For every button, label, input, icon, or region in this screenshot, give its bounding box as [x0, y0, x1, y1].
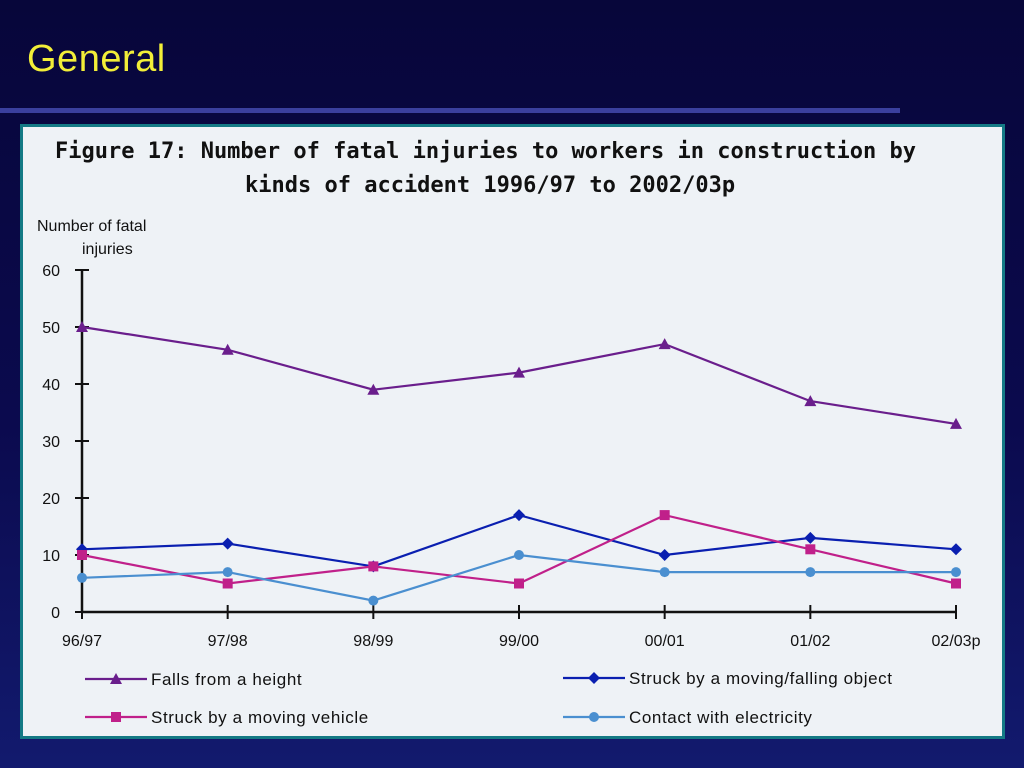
legend-label: Falls from a height [151, 670, 302, 689]
legend-item-2: Struck by a moving vehicle [85, 708, 369, 727]
axes: 0 10 20 30 40 50 60 96/97 97/98 98/99 99/00 00/01 01… [42, 263, 980, 650]
x-tick-label: 02/03p [932, 633, 981, 650]
data-point-1-4 [658, 549, 671, 561]
plot-area [76, 321, 962, 606]
data-point-2-3 [514, 578, 524, 589]
y-axis-label-line2: injuries [82, 241, 133, 258]
data-point-1-3 [513, 509, 525, 522]
data-point-0-0 [76, 321, 88, 332]
data-point-0-4 [658, 338, 671, 350]
legend-label: Struck by a moving/falling object [629, 669, 893, 688]
line-chart: Figure 17: Number of fatal injuries to w… [37, 139, 981, 727]
data-point-0-1 [221, 343, 234, 355]
data-point-3-4 [659, 567, 670, 578]
legend-swatch-marker [111, 712, 121, 722]
y-tick-label: 50 [42, 320, 60, 337]
legend-swatch-marker [589, 712, 599, 722]
y-tick-label: 40 [42, 377, 60, 394]
data-point-1-5 [804, 531, 817, 544]
x-tick-label: 99/00 [499, 633, 539, 650]
data-point-2-2 [368, 561, 379, 572]
y-tick-label: 20 [42, 491, 60, 508]
data-point-0-3 [513, 366, 525, 378]
data-point-3-0 [77, 572, 87, 583]
x-tick-label: 01/02 [790, 633, 830, 650]
chart-title-line2: kinds of accident 1996/97 to 2002/03p [245, 173, 735, 198]
legend-swatch-marker [588, 672, 600, 684]
y-tick-label: 10 [42, 548, 60, 565]
legend-label: Contact with electricity [629, 708, 813, 727]
data-point-3-5 [805, 567, 816, 578]
x-tick-label: 97/98 [208, 633, 248, 650]
legend-item-0: Falls from a height [85, 670, 302, 689]
legend-item-3: Contact with electricity [563, 708, 813, 727]
data-point-3-6 [951, 567, 961, 578]
legend: Falls from a height Struck by a moving/fa… [85, 669, 893, 727]
data-point-0-6 [950, 417, 962, 429]
data-point-3-1 [222, 567, 233, 578]
chart-title: Figure 17: Number of fatal injuries to w… [55, 139, 916, 164]
data-point-2-4 [659, 510, 670, 521]
data-point-2-6 [951, 578, 961, 589]
data-point-1-1 [221, 537, 234, 550]
legend-label: Struck by a moving vehicle [151, 708, 369, 727]
data-point-3-2 [368, 595, 379, 606]
data-point-2-1 [222, 578, 233, 589]
slide-title: General [27, 38, 166, 80]
x-tick-label: 00/01 [645, 633, 685, 650]
x-tick-label: 98/99 [353, 633, 393, 650]
data-point-1-6 [950, 543, 962, 556]
title-divider [0, 108, 900, 113]
legend-swatch-marker [110, 673, 122, 684]
data-point-2-0 [77, 550, 87, 560]
legend-item-1: Struck by a moving/falling object [563, 669, 893, 688]
x-tick-label: 96/97 [62, 633, 102, 650]
series-line-3 [81, 553, 956, 602]
y-tick-label: 0 [51, 605, 60, 622]
data-point-2-5 [805, 544, 816, 555]
y-tick-label: 60 [42, 263, 60, 280]
data-point-0-2 [367, 383, 380, 395]
data-point-0-5 [804, 395, 817, 407]
y-axis-label: Number of fatal [37, 218, 146, 235]
figure-panel: Figure 17: Number of fatal injuries to w… [20, 124, 1005, 739]
y-tick-label: 30 [42, 434, 60, 451]
data-point-3-3 [514, 550, 524, 560]
